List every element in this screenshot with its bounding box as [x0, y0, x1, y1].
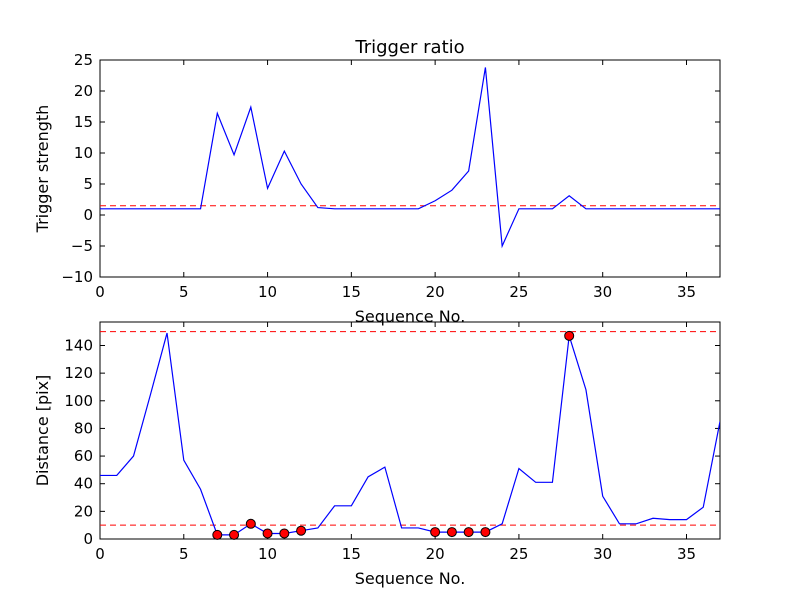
x-tick-label: 35	[677, 545, 696, 563]
x-tick-label: 20	[426, 545, 445, 563]
x-tick-label: 5	[179, 283, 189, 301]
marker-point	[262, 528, 273, 539]
y-tick-label: 100	[64, 392, 93, 410]
x-axis-label: Sequence No.	[355, 307, 466, 326]
chart-panel-2: 0 5 10 15 20 25 30 35 0 20 40 60 80 100 120 140 Sequence…	[33, 321, 721, 588]
marker-point	[446, 527, 457, 538]
y-tick-label: 15	[74, 113, 93, 131]
marker-point	[430, 527, 441, 538]
x-tick-label: 5	[179, 545, 189, 563]
marker-point	[229, 529, 240, 540]
plot-frame	[99, 59, 721, 278]
plot-frame	[99, 321, 721, 540]
x-tick-label: 10	[258, 545, 277, 563]
x-tick-label: 30	[593, 283, 612, 301]
y-tick-label: −10	[61, 268, 93, 286]
x-tick-label: 30	[593, 545, 612, 563]
y-tick-label: 25	[74, 51, 93, 69]
y-tick-label: 20	[74, 502, 93, 520]
chart-panel-1: 0 5 10 15 20 25 30 35 −10 −5 0 5 10 15 20 25 Sequence No…	[33, 37, 721, 326]
y-tick-label: 20	[74, 82, 93, 100]
y-tick-label: 5	[83, 175, 93, 193]
x-tick-label: 15	[342, 283, 361, 301]
series-line	[100, 67, 720, 249]
y-tick-label: 60	[74, 447, 93, 465]
y-tick-label: 120	[64, 364, 93, 382]
chart-title: Trigger ratio	[354, 37, 464, 58]
x-axis-label: Sequence No.	[355, 569, 466, 588]
y-tick-label: 0	[83, 206, 93, 224]
y-axis-label: Distance [pix]	[33, 375, 52, 487]
x-tick-label: 25	[509, 283, 528, 301]
x-tick-label: 0	[95, 545, 105, 563]
marker-point	[279, 528, 290, 539]
series-line	[100, 332, 720, 536]
marker-point	[245, 518, 256, 529]
x-tick-label: 10	[258, 283, 277, 301]
marker-point	[564, 330, 575, 341]
x-tick-label: 0	[95, 283, 105, 301]
marker-point	[296, 525, 307, 536]
x-tick-label: 25	[509, 545, 528, 563]
marker-point	[480, 527, 491, 538]
y-tick-label: 0	[83, 530, 93, 548]
x-tick-label: 35	[677, 283, 696, 301]
y-tick-label: 40	[74, 475, 93, 493]
y-tick-label: 140	[64, 336, 93, 354]
y-tick-label: 80	[74, 419, 93, 437]
y-axis-label: Trigger strength	[33, 105, 52, 234]
y-tick-label: −5	[71, 237, 93, 255]
marker-point	[463, 527, 474, 538]
x-tick-label: 20	[426, 283, 445, 301]
y-tick-label: 10	[74, 144, 93, 162]
x-tick-label: 15	[342, 545, 361, 563]
marker-point	[212, 529, 223, 540]
